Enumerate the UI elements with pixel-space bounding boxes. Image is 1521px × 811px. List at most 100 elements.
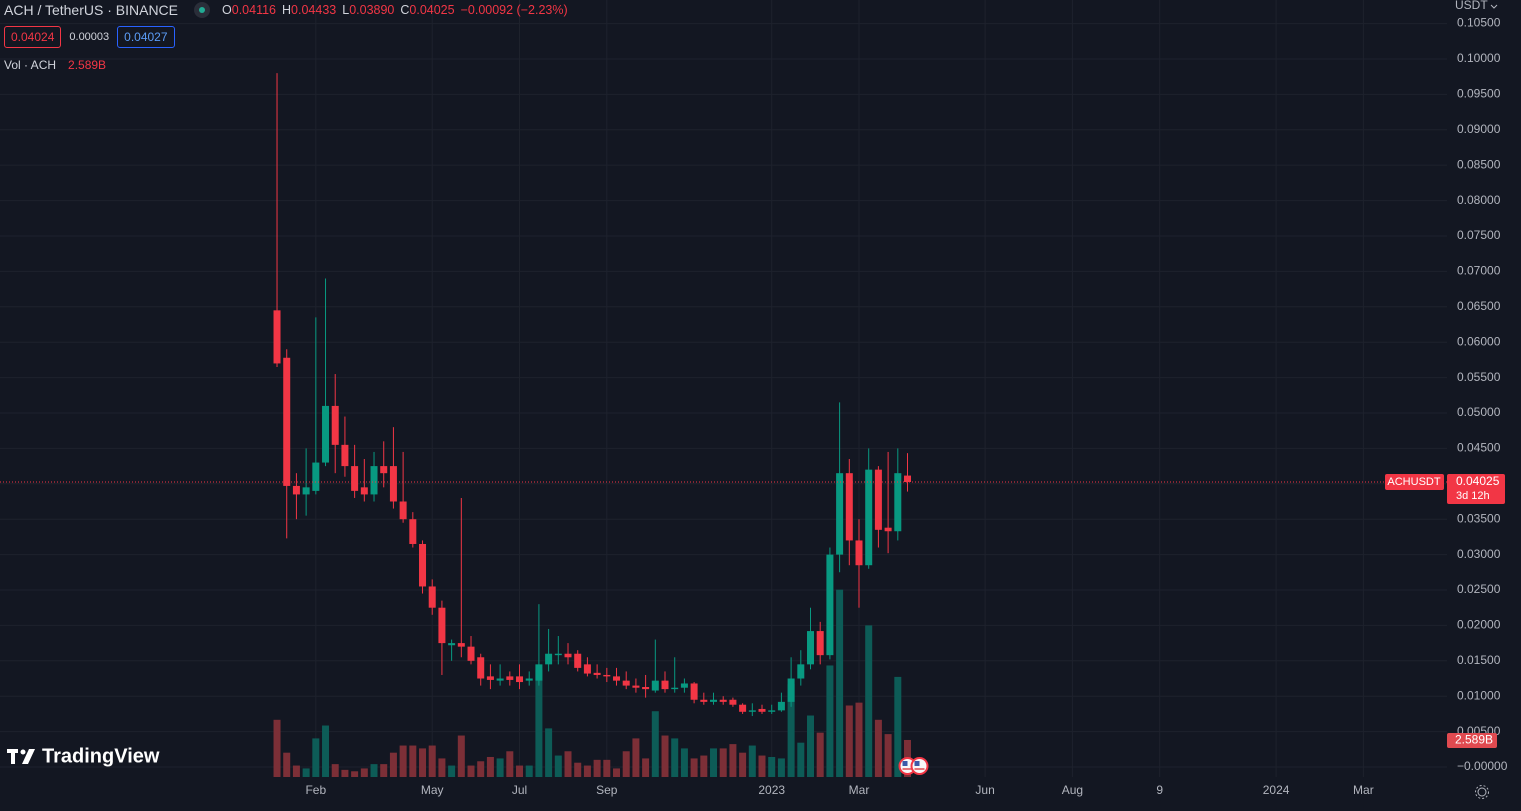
volume-bar — [826, 665, 834, 777]
volume-bar — [768, 756, 776, 777]
volume-bar — [710, 748, 718, 777]
volume-bar — [322, 725, 330, 777]
candle-body — [292, 485, 300, 495]
candle-body — [632, 685, 640, 688]
candle-body — [593, 672, 601, 675]
candle-body — [516, 676, 524, 683]
candle-body — [680, 683, 688, 688]
currency-chevron[interactable] — [1490, 4, 1498, 9]
candle-body — [535, 664, 543, 681]
y-tick-label: 0.09500 — [1457, 87, 1501, 101]
candle-body — [807, 631, 815, 665]
candle-body — [729, 699, 737, 705]
candle-body — [380, 466, 388, 474]
y-tick-label: 0.08000 — [1457, 193, 1501, 207]
x-tick-label: 2023 — [758, 783, 785, 797]
price-change: −0.00092 (−2.23%) — [460, 3, 568, 17]
y-tick-label: 0.05000 — [1457, 405, 1501, 419]
volume-bar — [622, 751, 630, 777]
volume-bar — [292, 765, 300, 777]
volume-bar — [370, 764, 378, 777]
logo-stem — [11, 749, 15, 764]
x-tick-label: 2024 — [1263, 783, 1290, 797]
x-tick-label: May — [421, 783, 444, 797]
candle-body — [768, 710, 776, 712]
event-flag[interactable] — [910, 757, 929, 775]
volume-bar — [700, 755, 708, 777]
candle-body — [642, 687, 650, 690]
gear-teeth — [1475, 785, 1489, 799]
candle-body — [622, 680, 630, 686]
ohlc-value: 0.03890 — [349, 3, 395, 17]
countdown-label: 3d 12h — [1456, 490, 1490, 502]
volume-bar — [312, 738, 320, 777]
candle-body — [370, 466, 378, 495]
candle-body — [409, 519, 417, 544]
volume-bar — [816, 732, 824, 777]
candle-body — [399, 501, 407, 520]
y-tick-label: 0.02000 — [1457, 618, 1501, 632]
candle-body — [661, 680, 669, 690]
ohlc-key: L — [342, 3, 350, 17]
candle-body — [438, 607, 446, 644]
volume-bar — [273, 719, 281, 777]
settings-icon[interactable] — [1475, 785, 1489, 799]
volume-bar — [545, 728, 553, 777]
volume-bar — [583, 765, 591, 777]
currency-label: USDT — [1455, 0, 1488, 12]
candle-body — [360, 487, 368, 495]
candle-body — [322, 405, 330, 463]
volume-bar — [380, 764, 388, 777]
candle-body — [613, 676, 621, 681]
candle-body — [273, 310, 281, 364]
y-tick-label: 0.09000 — [1457, 122, 1501, 136]
volume-bar — [787, 684, 795, 777]
candle-body — [826, 554, 834, 656]
y-tick-label: −0.00000 — [1457, 759, 1508, 773]
buy-button[interactable]: 0.04027 — [117, 26, 175, 48]
status-dot — [199, 7, 206, 13]
volume-bar — [389, 752, 397, 777]
volume-bar — [884, 734, 892, 777]
volume-bar — [661, 735, 669, 777]
y-tick-label: 0.07500 — [1457, 228, 1501, 242]
volume-bar — [797, 742, 805, 777]
volume-bar — [719, 748, 727, 777]
logo-icon — [7, 749, 35, 764]
plot-layer: −0.000000.005000.010000.015000.020000.02… — [0, 0, 1508, 797]
candle-body — [341, 444, 349, 467]
candle-body — [564, 653, 572, 658]
volume-bar — [486, 756, 494, 777]
candle-body — [457, 643, 465, 647]
volume-bar — [554, 755, 562, 777]
candle-body — [719, 699, 727, 702]
candle-body — [904, 475, 912, 483]
volume-bar — [739, 752, 747, 777]
candle-body — [448, 643, 456, 646]
volume-bar — [680, 748, 688, 777]
volume-bar — [807, 715, 815, 777]
candle-body — [331, 405, 339, 445]
ohlc-value: 0.04116 — [231, 3, 277, 17]
volume-bar — [477, 761, 485, 777]
candle-body — [777, 701, 785, 711]
candle-body — [739, 704, 747, 712]
candle-body — [855, 540, 863, 566]
logo-dot — [20, 749, 26, 755]
volume-bar — [467, 765, 475, 777]
symbol-title[interactable]: ACH / TetherUS · BINANCE — [4, 2, 179, 18]
status-indicator — [194, 2, 211, 18]
sell-button[interactable]: 0.04024 — [4, 26, 62, 48]
volume-bar — [613, 768, 621, 777]
volume-bar — [593, 759, 601, 777]
volume-bar — [603, 759, 611, 777]
volume-bar — [535, 669, 543, 777]
y-tick-label: 0.01000 — [1457, 688, 1501, 702]
last-price-label: 0.04025 — [1456, 474, 1500, 488]
volume-bar — [632, 738, 640, 777]
x-tick-label: Aug — [1062, 783, 1083, 797]
candle-body — [302, 487, 310, 495]
candle-body — [836, 473, 844, 555]
ohlc-value: 0.04025 — [409, 3, 455, 17]
